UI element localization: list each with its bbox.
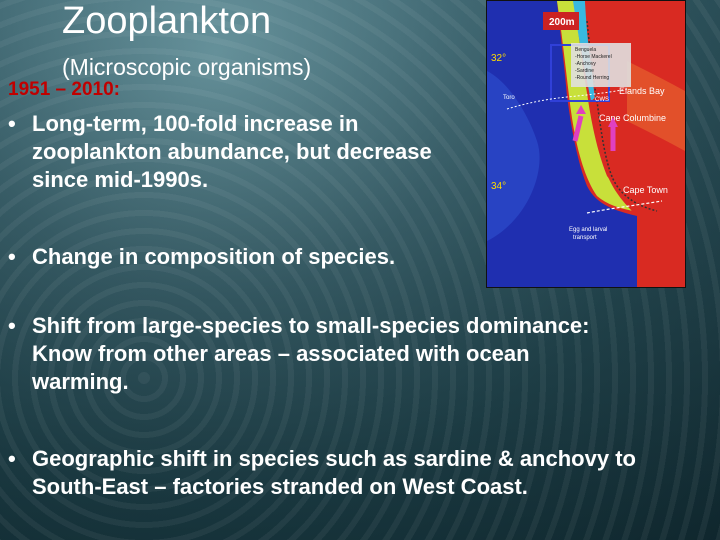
legend-item-4: -Sardine xyxy=(575,68,594,74)
legend-item-2: -Horse Mackerel xyxy=(575,54,612,60)
bullet-marker: • xyxy=(8,313,16,338)
bullet-2: • Change in composition of species. xyxy=(8,243,502,271)
benguela-map: Benguela -Horse Mackerel -Anchovy -Sardi… xyxy=(486,0,686,288)
slide-title: Zooplankton xyxy=(62,0,272,42)
legend-item-5: -Round Herring xyxy=(575,75,609,81)
bullet-4: • Geographic shift in species such as sa… xyxy=(8,445,672,501)
southern-transect xyxy=(586,200,663,214)
bullet-1: • Long-term, 100-fold increase in zoopla… xyxy=(8,110,482,194)
bullet-text: Long-term, 100-fold increase in zooplank… xyxy=(32,111,432,192)
bullet-3: • Shift from large-species to small-spec… xyxy=(8,312,592,396)
survey-transect xyxy=(506,88,628,110)
bullet-marker: • xyxy=(8,446,16,471)
label-cape-columbine: Cape Columbine xyxy=(599,113,666,123)
latitude-34: 34° xyxy=(491,181,506,192)
label-cws: CWS xyxy=(595,97,609,103)
transport-arrowhead-1 xyxy=(576,105,586,114)
offshore-water xyxy=(487,1,637,287)
transport-label-line-1: Egg and larval xyxy=(569,227,607,233)
bullet-text: Shift from large-species to small-specie… xyxy=(32,313,590,394)
latitude-32: 32° xyxy=(491,53,506,64)
species-legend-box xyxy=(571,43,631,87)
depth-label: 200m xyxy=(549,17,575,28)
slide-subtitle: (Microscopic organisms) xyxy=(62,54,312,80)
land-relief xyxy=(627,61,685,151)
map-graphic: Benguela -Horse Mackerel -Anchovy -Sardi… xyxy=(487,1,685,287)
transport-arrowhead-2 xyxy=(608,117,618,127)
bullet-text: Change in composition of species. xyxy=(32,244,396,269)
label-cape-town: Cape Town xyxy=(623,185,668,195)
depth-label-box xyxy=(543,12,579,30)
legend-item-3: -Anchovy xyxy=(575,61,596,67)
year-range: 1951 – 2010: xyxy=(8,79,120,100)
shelf-band xyxy=(557,1,662,213)
deep-water xyxy=(487,71,540,241)
label-toro: Toro xyxy=(503,95,515,101)
transport-label-line-2: transport xyxy=(573,235,597,241)
transport-arrow-1 xyxy=(572,115,584,142)
bullet-marker: • xyxy=(8,111,16,136)
label-elands-bay: Elands Bay xyxy=(619,86,665,96)
bullet-marker: • xyxy=(8,244,16,269)
legend-item-1: Benguela xyxy=(575,47,596,53)
bullet-text: Geographic shift in species such as sard… xyxy=(32,446,636,499)
